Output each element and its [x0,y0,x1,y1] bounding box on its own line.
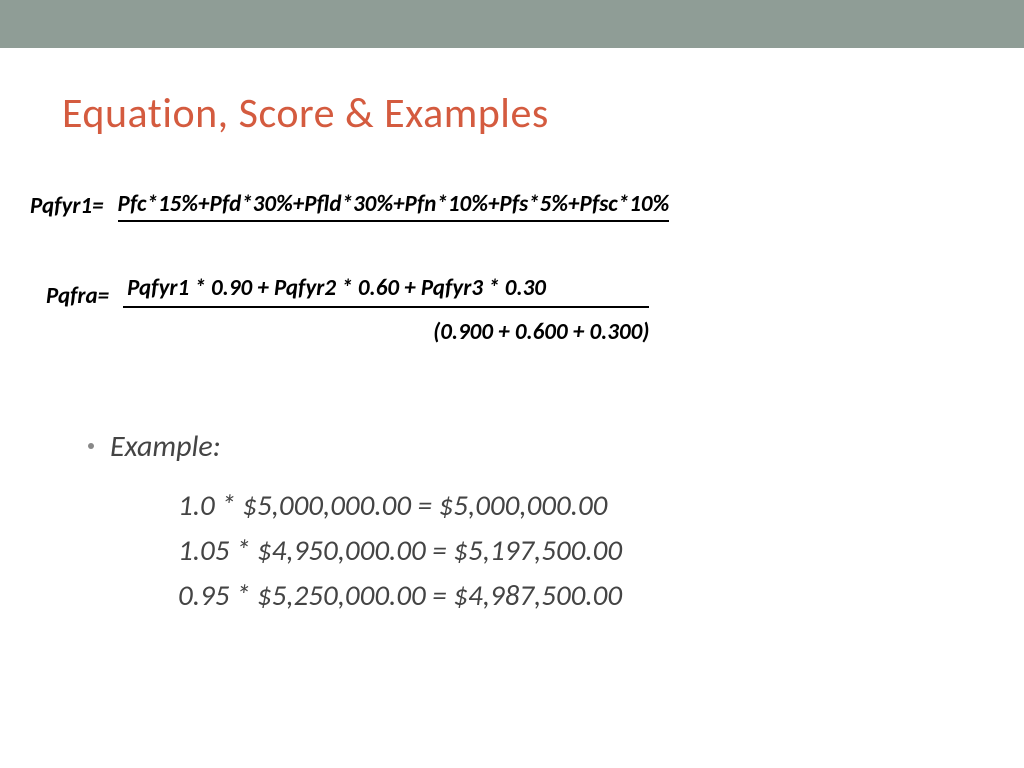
equation-1-formula: Pfc*15%+Pfd*30%+Pfld*30%+Pfn*10%+Pfs*5%+… [118,190,670,222]
equation-2: Pqfra= Pqfyr1 * 0.90 + Pqfyr2 * 0.60 + P… [46,274,649,346]
bullet-icon [88,443,94,449]
example-line: 1.05 * $4,950,000.00 = $5,197,500.00 [178,528,622,573]
example-block: Example: 1.0 * $5,000,000.00 = $5,000,00… [110,428,622,618]
example-heading-text: Example: [110,428,221,465]
equation-1: Pqfyr1= Pfc*15%+Pfd*30%+Pfld*30%+Pfn*10%… [30,190,669,222]
example-line: 0.95 * $5,250,000.00 = $4,987,500.00 [178,573,622,618]
page-title: Equation, Score & Examples [62,88,549,139]
example-lines: 1.0 * $5,000,000.00 = $5,000,000.00 1.05… [178,483,622,618]
equation-2-fraction: Pqfyr1 * 0.90 + Pqfyr2 * 0.60 + Pqfyr3 *… [123,274,649,346]
example-line: 1.0 * $5,000,000.00 = $5,000,000.00 [178,483,622,528]
equation-2-label: Pqfra= [46,282,109,310]
equation-1-label: Pqfyr1= [30,192,104,220]
equation-2-denominator: (0.900 + 0.600 + 0.300) [123,308,649,346]
equation-2-numerator: Pqfyr1 * 0.90 + Pqfyr2 * 0.60 + Pqfyr3 *… [123,274,649,308]
header-bar [0,0,1024,48]
example-heading: Example: [110,428,622,465]
